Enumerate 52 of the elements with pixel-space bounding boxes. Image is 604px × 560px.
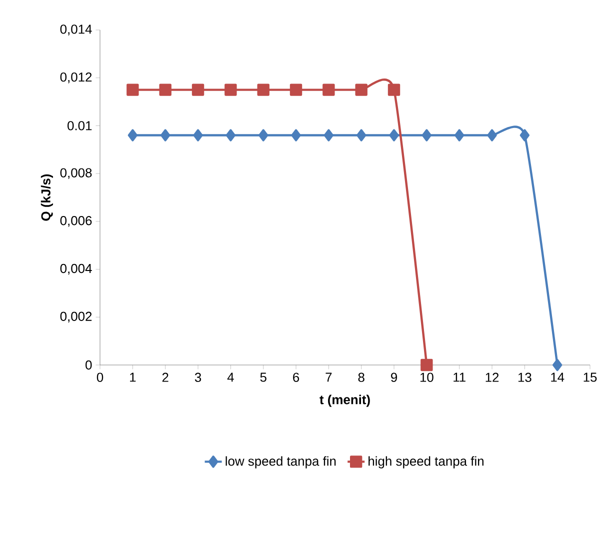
- x-tick-label: 4: [227, 372, 234, 382]
- x-tick-label: 13: [518, 372, 532, 382]
- point: [192, 84, 204, 96]
- y-tick-label: 0,006: [60, 216, 92, 227]
- point: [389, 129, 399, 142]
- y-tick-label: 0,004: [60, 264, 92, 275]
- point: [487, 129, 497, 142]
- point: [257, 84, 270, 96]
- point: [355, 84, 368, 96]
- point: [159, 84, 172, 96]
- point: [420, 358, 433, 372]
- x-tick-label: 7: [326, 372, 332, 382]
- point: [226, 129, 236, 142]
- point: [128, 129, 138, 142]
- point: [322, 84, 335, 96]
- x-tick-label: 2: [162, 372, 168, 382]
- x-tick-label: 5: [260, 372, 266, 382]
- y-tick-label: 0,012: [60, 72, 92, 84]
- point: [422, 129, 432, 142]
- y-tick-label: 0: [86, 360, 92, 370]
- y-tick-label: 0,008: [60, 168, 92, 179]
- point: [324, 129, 334, 142]
- x-tick-label: 10: [420, 372, 434, 382]
- point: [356, 129, 366, 142]
- point: [552, 358, 562, 372]
- point: [160, 129, 170, 142]
- y-axis-title: Q (kJ/s): [40, 174, 53, 221]
- legend-label: low speed tanpa fin: [226, 456, 336, 468]
- x-tick-label: 14: [551, 372, 564, 382]
- point: [520, 129, 530, 142]
- x-tick-label: 8: [358, 372, 364, 382]
- x-axis-title: t (menit): [320, 394, 370, 407]
- legend-label: high speed tanpa fin: [368, 456, 484, 468]
- x-tick-label: 15: [584, 372, 597, 382]
- x-tick-label: 1: [130, 372, 136, 382]
- point: [388, 84, 400, 96]
- x-tick-label: 12: [486, 372, 499, 382]
- point: [291, 129, 301, 142]
- y-tick-label: 0.01: [68, 121, 92, 130]
- y-tick-label: 0,002: [60, 312, 92, 322]
- x-tick-label: 3: [194, 372, 202, 382]
- x-tick-label: 0: [96, 372, 104, 382]
- point: [193, 129, 203, 142]
- point: [126, 84, 139, 96]
- x-tick-label: 6: [293, 372, 300, 382]
- point: [258, 129, 268, 142]
- point: [454, 129, 464, 142]
- point: [290, 84, 302, 96]
- x-tick-label: 11: [454, 372, 466, 382]
- x-tick-label: 9: [391, 372, 397, 382]
- point: [224, 84, 237, 96]
- y-tick-label: 0,014: [60, 24, 92, 36]
